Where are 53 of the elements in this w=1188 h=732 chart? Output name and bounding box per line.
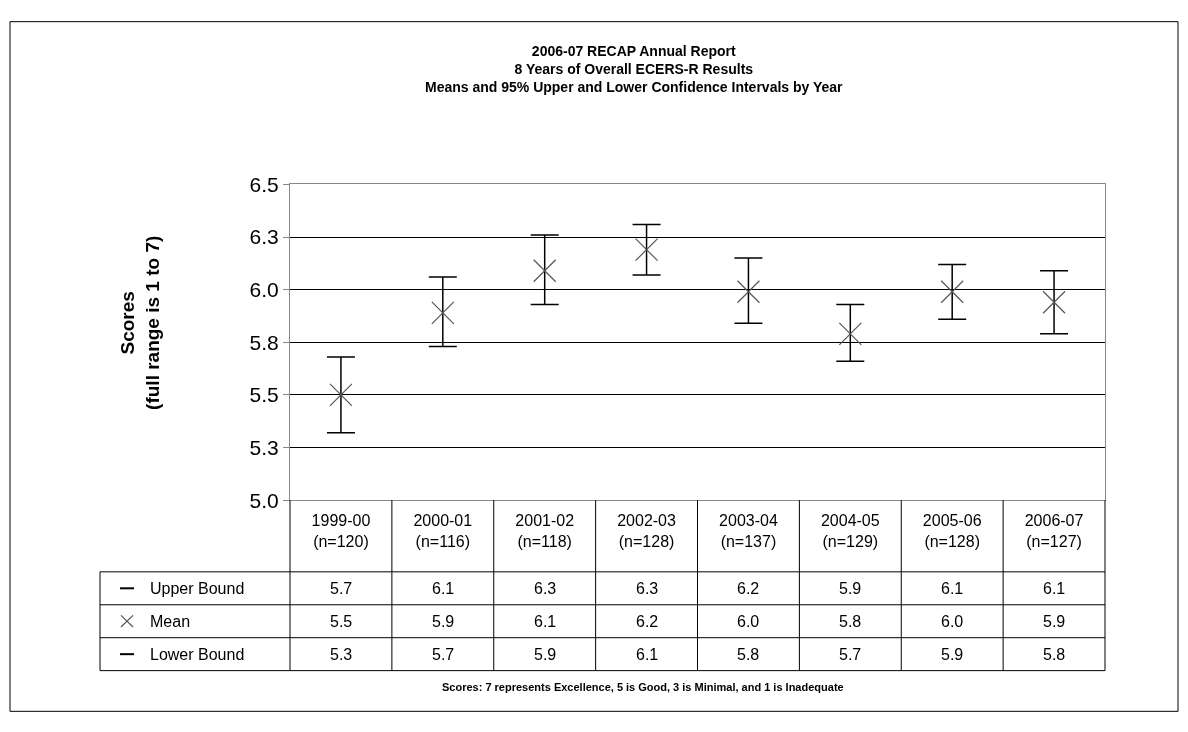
data-label: 5.9 [432,613,455,630]
data-label: 5.5 [330,613,353,630]
point [940,280,964,304]
data-label: 5.8 [839,613,862,630]
y-tick-label: 5.0 [249,488,279,512]
text: Scores: 7 represents Excellence, 5 is Good, 3 is Minimal, and 1 is Inadequate [442,681,844,693]
point [329,383,353,407]
text: 6.3 [534,580,557,597]
y-tick-label: 5.8 [249,330,279,354]
x-tick-label: 2005-06 (n=128) [922,512,982,551]
text: Upper Bound [150,580,245,597]
text: 5.9 [941,646,964,663]
text: 5.7 [330,580,353,597]
y-tick-label: 6.3 [249,225,279,249]
text: 6.1 [1043,580,1066,597]
x-tick-label: 2002-03 (n=128) [617,512,677,551]
text: 5.8 [737,646,760,663]
text: 5.9 [839,580,862,597]
text: 6.2 [737,580,760,597]
point [533,259,557,283]
point [1042,290,1066,314]
y-tick-label: 5.5 [249,383,279,407]
x-tick-label: 2001-02 (n=118) [515,512,575,551]
data-label: 5.9 [1043,613,1066,630]
point [736,280,761,304]
x-tick-label: 2006-07 (n=127) [1024,512,1084,551]
x-tick-label: 2003-04 (n=137) [719,512,778,551]
text: 6.1 [941,580,964,597]
text: 5.7 [432,646,455,663]
y-tick-label: 6.0 [249,278,279,302]
text: 6.1 [432,580,455,597]
y-tick-label: 5.3 [249,435,279,459]
text: 5.7 [839,646,862,663]
data-label: 6.0 [941,613,964,630]
text: Lower Bound [150,646,245,663]
x-tick-label: 2000-01 (n=116) [413,512,473,551]
data-label: 6.0 [737,613,760,630]
point [634,238,659,262]
x-tick-label: 2004-05 (n=129) [820,512,880,551]
text: 5.3 [330,646,353,663]
point [431,301,455,325]
data-label: 6.2 [636,613,659,630]
y-axis-title: Scores (full range is 1 to 7) [117,235,163,410]
text: 6.3 [636,580,659,597]
text: 6.1 [636,646,659,663]
data-label: 6.1 [534,613,557,630]
text: 5.8 [1043,646,1066,663]
text: 5.9 [534,646,557,663]
y-tick-label: 6.5 [249,172,279,196]
x-tick-label: 1999-00 (n=120) [311,512,371,551]
legend-label: Mean [150,613,191,630]
point [838,322,862,346]
chart-title: 2006-07 RECAP Annual Report 8 Years of Overall ECERS-R Results Means and 95% Upper and Lower Confidence Intervals by Year [425,43,844,96]
